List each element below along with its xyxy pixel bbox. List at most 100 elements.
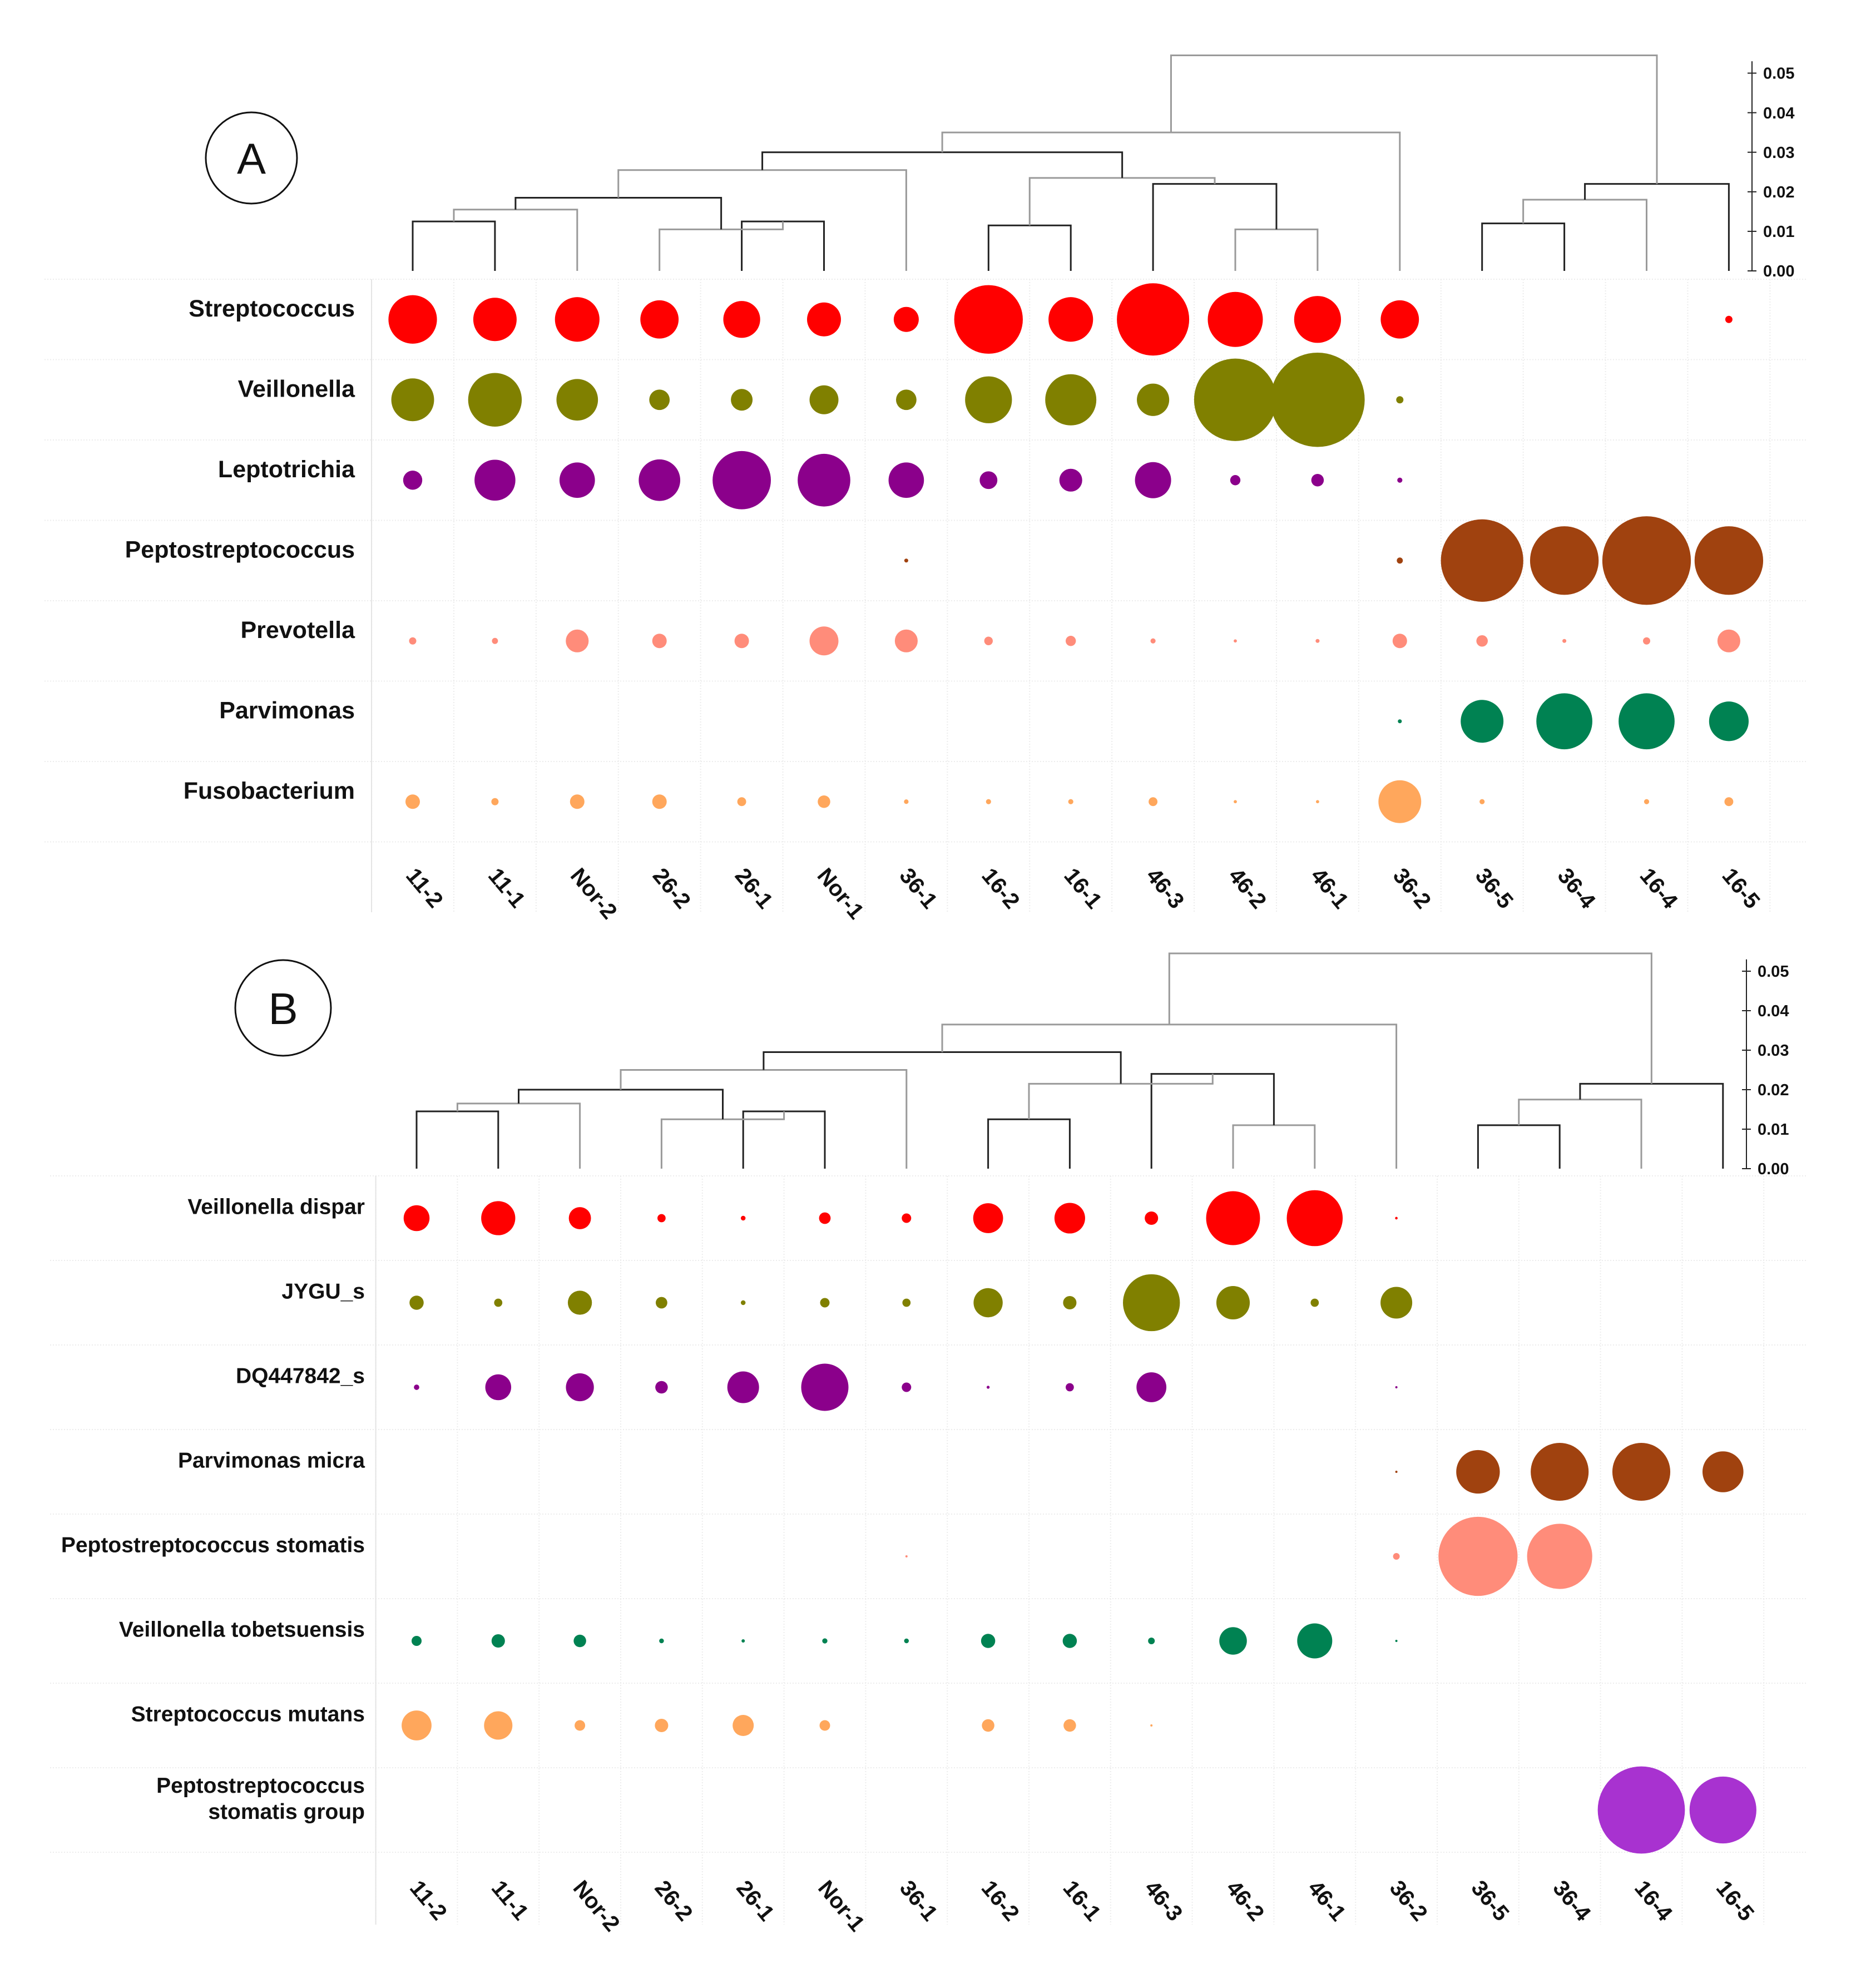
dendrogram-link (1518, 1099, 1642, 1169)
bubble-mark (904, 558, 908, 563)
column-label: 11-1 (487, 1876, 533, 1925)
axis-tick-label: 0.02 (1763, 184, 1794, 201)
row-label: Prevotella (240, 617, 355, 644)
bubble-mark (409, 1295, 424, 1310)
axis-tick-label: 0.00 (1763, 263, 1794, 280)
bubble-mark (485, 1374, 512, 1401)
dendrogram-link (518, 1089, 724, 1120)
bubble-mark (954, 285, 1023, 354)
row-label: Veillonella dispar (187, 1195, 365, 1219)
column-label: Nor-2 (568, 1876, 625, 1936)
bubble-mark (896, 389, 917, 411)
row-label: stomatis group (208, 1800, 365, 1824)
bubble-mark (973, 1288, 1003, 1318)
bubble-mark (1150, 638, 1156, 644)
bubble-mark (1063, 1719, 1076, 1732)
bubble-mark (640, 300, 679, 339)
dendrogram-link (1579, 1082, 1724, 1169)
panel-a: A Streptococcus Veillonella Leptotrichia Pep… (44, 55, 1808, 924)
dendrogram-link (1152, 183, 1278, 271)
dendrogram-link (453, 209, 578, 271)
bubble-mark (1380, 300, 1419, 339)
bubble-mark (1396, 396, 1404, 404)
dendrogram-link (415, 1110, 499, 1169)
column-label: 16-1 (1059, 864, 1106, 914)
dendrogram-link (1170, 55, 1658, 184)
row-label: DQ447842_s (236, 1364, 365, 1388)
bubble-mark (1643, 637, 1650, 645)
bubble-mark (1530, 526, 1599, 595)
bubble-mark (723, 301, 760, 338)
bubble-mark (1315, 800, 1319, 804)
bubble-mark (573, 1634, 586, 1648)
bubble-mark (1724, 797, 1734, 807)
bubble-mark (474, 459, 516, 501)
bubble-mark (388, 295, 437, 344)
bubble-mark (1395, 1386, 1398, 1388)
axis-tick-label: 0.03 (1758, 1042, 1789, 1060)
bubble-mark (1397, 557, 1403, 564)
panel-b: B Veillonella dispar JYGU_s DQ447842_s Parvi… (50, 952, 1808, 1936)
bubble-mark (807, 302, 841, 337)
bubble-mark (1597, 1766, 1685, 1854)
column-label: 36-1 (895, 864, 942, 914)
bubble-mark (1725, 315, 1733, 323)
bubble-mark (1149, 797, 1158, 807)
bubble-mark (822, 1638, 828, 1644)
bubble-mark (902, 1382, 912, 1392)
column-label: 26-2 (650, 1876, 697, 1926)
bubble-mark (1709, 701, 1749, 741)
bubble-mark (1619, 693, 1675, 750)
dendrogram-link (1168, 952, 1652, 1084)
bubble-mark (1068, 799, 1073, 804)
bubble-mark (1315, 639, 1320, 643)
bubble-mark (655, 1297, 667, 1309)
dendrogram-link (1150, 1073, 1275, 1169)
bubble-mark (652, 794, 667, 809)
bubble-mark (1045, 374, 1097, 426)
bubble-mark (984, 636, 993, 645)
bubble-mark (798, 453, 850, 507)
dendrogram-link (1028, 177, 1216, 226)
bubble-mark (411, 1635, 422, 1646)
bubble-mark (819, 1720, 830, 1731)
bubble-mark (1441, 519, 1523, 602)
bubble-mark (1694, 526, 1764, 595)
axis-tick-label: 0.03 (1763, 144, 1794, 162)
column-label: 26-2 (648, 864, 695, 914)
panel-letter: A (237, 134, 266, 183)
bubble-mark (1117, 283, 1190, 356)
axis-tick-label: 0.05 (1758, 963, 1789, 981)
bubble-mark (1438, 1516, 1518, 1596)
bubble-mark (986, 1386, 990, 1389)
bubble-mark (1527, 1524, 1592, 1589)
bubble-mark (491, 798, 499, 805)
bubble-mark (1395, 1216, 1398, 1220)
dendrogram-link (412, 220, 496, 271)
bubble-mark (904, 1638, 909, 1644)
bubble-mark (405, 794, 420, 809)
column-label: 26-1 (731, 1876, 779, 1926)
bubble-mark (473, 298, 517, 342)
bubble-mark (727, 1371, 759, 1403)
bubble-mark (712, 451, 771, 510)
bubble-mark (809, 385, 839, 414)
bubble-mark (414, 1384, 419, 1390)
column-label: 16-4 (1635, 864, 1683, 914)
column-label: Nor-2 (566, 864, 622, 924)
bubble-mark (1148, 1637, 1155, 1645)
bubble-mark (568, 1207, 591, 1229)
bubble-mark (491, 1634, 505, 1648)
bubble-mark (904, 799, 909, 804)
axis-tick-label: 0.00 (1758, 1160, 1789, 1178)
bubble-mark (733, 1714, 754, 1737)
bubble-mark (820, 1298, 830, 1308)
bubble-mark (982, 1719, 994, 1732)
bubble-mark (652, 634, 667, 649)
bubble-mark (556, 379, 598, 421)
bubble-mark (1479, 799, 1485, 804)
panel-letter-circle (234, 959, 332, 1057)
column-label: 36-2 (1388, 864, 1436, 914)
bubble-mark (740, 1300, 746, 1305)
dendrogram-link (456, 1102, 581, 1169)
